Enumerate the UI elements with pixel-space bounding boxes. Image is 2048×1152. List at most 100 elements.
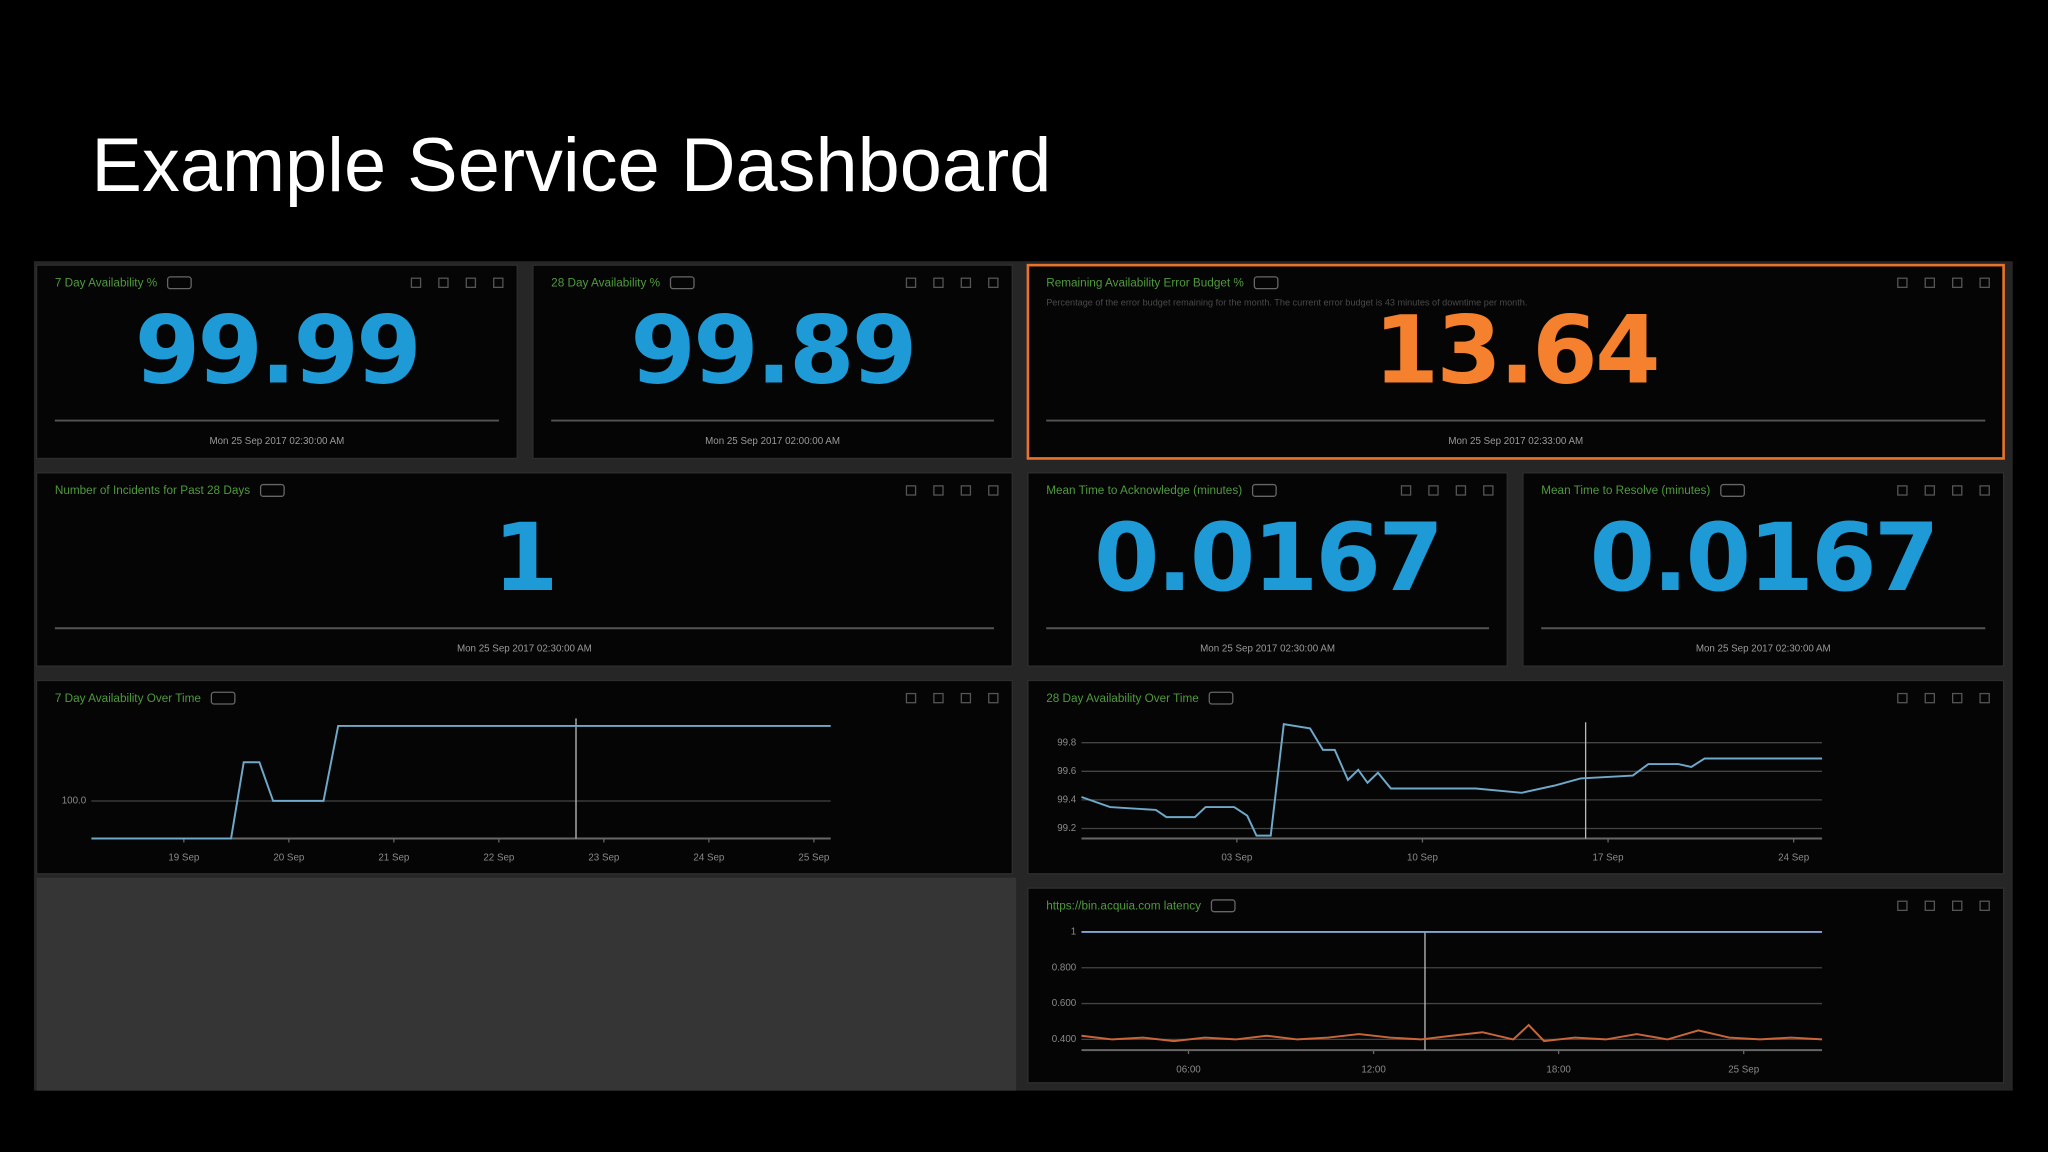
panel-icon xyxy=(1400,485,1412,496)
panel-badge xyxy=(1253,276,1279,290)
empty-area xyxy=(36,877,1017,1091)
y-tick-label: 99.4 xyxy=(1057,795,1077,806)
x-tick-label: 18:00 xyxy=(1546,1064,1571,1075)
panel-icon xyxy=(1897,692,1908,704)
panel-icon xyxy=(410,277,422,288)
panel-badge xyxy=(166,276,192,290)
timestamp: Mon 25 Sep 2017 02:33:00 AM xyxy=(1448,436,1583,447)
timestamp: Mon 25 Sep 2017 02:30:00 AM xyxy=(209,436,344,447)
stat-value: 1 xyxy=(493,504,556,613)
stat-value: 99.99 xyxy=(135,296,419,405)
panel-icon xyxy=(1897,485,1908,496)
panel xyxy=(1026,263,2005,460)
panel xyxy=(1522,472,2005,667)
stat-value: 99.89 xyxy=(630,296,914,405)
panel-icon xyxy=(960,277,972,288)
x-tick-label: 06:00 xyxy=(1176,1064,1201,1075)
y-tick-label: 99.6 xyxy=(1057,766,1077,777)
x-tick-label: 24 Sep xyxy=(693,853,725,864)
panel-title: Remaining Availability Error Budget % xyxy=(1046,277,1244,290)
panel-badge xyxy=(1720,483,1745,497)
x-tick-label: 25 Sep xyxy=(1728,1064,1760,1075)
panel xyxy=(35,264,518,460)
y-tick-label: 0.400 xyxy=(1052,1034,1077,1045)
panel-icon xyxy=(988,485,999,496)
y-tick-label: 0.800 xyxy=(1052,962,1077,973)
series-line xyxy=(91,724,831,840)
panel-icon xyxy=(1924,900,1936,912)
panel-icon xyxy=(1979,692,1990,704)
panel-badge xyxy=(669,276,695,290)
series-line xyxy=(1081,722,1823,837)
panel-title: 7 Day Availability Over Time xyxy=(55,692,202,705)
panel-icon xyxy=(960,485,972,496)
panel-badge xyxy=(1210,899,1236,913)
x-tick-label: 25 Sep xyxy=(798,853,830,864)
panel-icon xyxy=(1979,485,1990,496)
panel-icon xyxy=(438,277,449,288)
panel xyxy=(1027,887,2005,1084)
panel-icon xyxy=(1924,692,1936,704)
panel-icon xyxy=(1979,900,1990,912)
panel xyxy=(35,679,1013,875)
panel-title: Mean Time to Resolve (minutes) xyxy=(1541,484,1710,497)
panel xyxy=(35,472,1013,667)
panel-icon xyxy=(933,485,944,496)
stat-value: 0.0167 xyxy=(1590,504,1937,613)
panel-title: https://bin.acquia.com latency xyxy=(1046,900,1201,913)
panel-icon xyxy=(960,692,972,704)
panel-title: Mean Time to Acknowledge (minutes) xyxy=(1046,484,1242,497)
panel-badge xyxy=(259,483,285,497)
panel-icon xyxy=(1428,485,1439,496)
panel-icon xyxy=(1952,900,1963,912)
x-tick-label: 20 Sep xyxy=(273,853,305,864)
panel-icon xyxy=(1924,485,1936,496)
panel-icon xyxy=(988,277,999,288)
panel-icon xyxy=(1483,485,1494,496)
panel-icon xyxy=(905,692,917,704)
x-tick-label: 22 Sep xyxy=(483,853,515,864)
y-tick-label: 99.2 xyxy=(1057,823,1076,834)
x-tick-label: 03 Sep xyxy=(1221,853,1253,864)
x-tick-label: 23 Sep xyxy=(588,853,620,864)
y-tick-label: 100.0 xyxy=(62,796,87,807)
panel-title: Number of Incidents for Past 28 Days xyxy=(55,484,250,497)
panel xyxy=(1027,679,2005,875)
series-line xyxy=(1081,1023,1823,1043)
panel-title: 28 Day Availability Over Time xyxy=(1046,692,1199,705)
panel-icon xyxy=(465,277,477,288)
panel-icon xyxy=(933,692,944,704)
panel-title: 7 Day Availability % xyxy=(55,277,158,290)
timestamp: Mon 25 Sep 2017 02:00:00 AM xyxy=(705,436,840,447)
timestamp: Mon 25 Sep 2017 02:30:00 AM xyxy=(1200,644,1335,655)
stat-value: 13.64 xyxy=(1374,296,1658,405)
panel xyxy=(532,264,1013,460)
panel-icon xyxy=(1897,900,1908,912)
panel-icon xyxy=(933,277,944,288)
panel-icon xyxy=(493,277,504,288)
panel-icon xyxy=(1952,277,1963,288)
panel-icon xyxy=(1924,277,1936,288)
panel-subtitle: Percentage of the error budget remaining… xyxy=(1046,297,1527,307)
panel-icon xyxy=(905,485,917,496)
panel-badge xyxy=(1208,691,1234,705)
panel-title: 28 Day Availability % xyxy=(551,277,660,290)
x-tick-label: 17 Sep xyxy=(1593,853,1625,864)
y-tick-label: 0.600 xyxy=(1052,998,1077,1009)
x-tick-label: 21 Sep xyxy=(378,853,410,864)
timestamp: Mon 25 Sep 2017 02:30:00 AM xyxy=(457,644,592,655)
x-tick-label: 12:00 xyxy=(1361,1064,1386,1075)
panel-icon xyxy=(1455,485,1467,496)
panel-badge xyxy=(210,691,236,705)
panel-icon xyxy=(1897,277,1908,288)
panel-icon xyxy=(905,277,917,288)
timestamp: Mon 25 Sep 2017 02:30:00 AM xyxy=(1696,644,1831,655)
x-tick-label: 19 Sep xyxy=(168,853,200,864)
panel-badge xyxy=(1251,483,1277,497)
panel-icon xyxy=(1952,692,1963,704)
panel-icon xyxy=(1979,277,1990,288)
y-tick-label: 1 xyxy=(1071,926,1076,937)
x-tick-label: 24 Sep xyxy=(1778,853,1810,864)
